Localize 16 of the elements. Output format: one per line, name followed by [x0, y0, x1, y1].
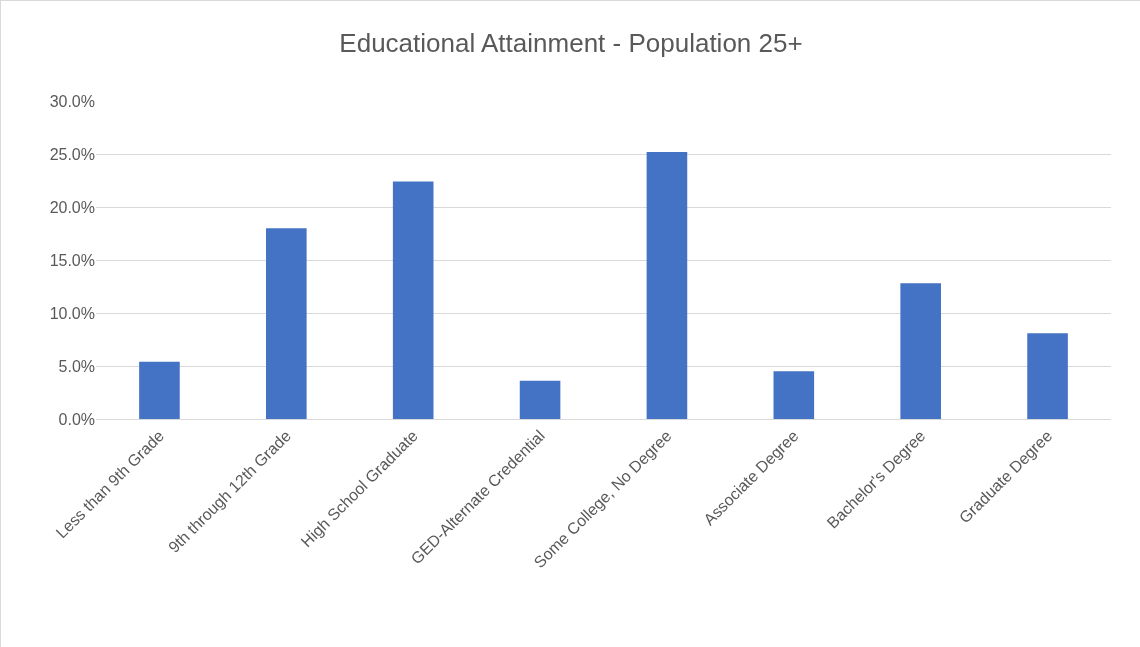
bar	[900, 283, 941, 419]
bar	[773, 371, 815, 419]
y-tick-label: 25.0%	[49, 145, 95, 163]
bar	[519, 380, 561, 419]
y-tick-label: 15.0%	[49, 251, 95, 269]
y-tick-label: 30.0%	[49, 92, 95, 110]
y-tick-label: 0.0%	[58, 410, 95, 428]
y-tick-label: 20.0%	[49, 198, 95, 216]
bar	[139, 361, 180, 419]
y-tick-label: 5.0%	[58, 357, 95, 375]
y-tick-label: 10.0%	[49, 304, 95, 322]
bar	[266, 228, 307, 419]
bar	[1027, 333, 1068, 419]
bar	[646, 151, 688, 419]
bar	[392, 181, 434, 419]
chart-title: Educational Attainment - Population 25+	[339, 27, 803, 58]
